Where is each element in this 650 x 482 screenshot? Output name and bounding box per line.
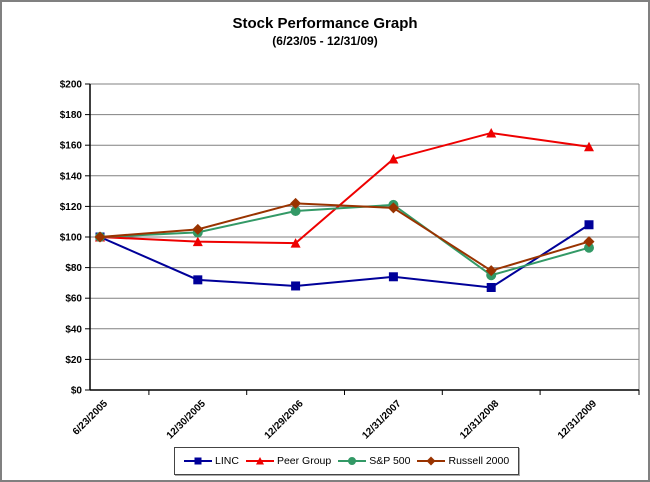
square-marker: [193, 275, 203, 285]
square-marker: [584, 220, 594, 230]
square-marker: [486, 282, 496, 292]
y-tick-label: $100: [60, 233, 83, 244]
legend-item-russell-2000: Russell 2000: [417, 455, 509, 467]
y-tick-label: $140: [60, 171, 83, 182]
y-tick-label: $40: [65, 324, 82, 335]
diamond-marker: [290, 197, 302, 209]
legend-item-linc: LINC: [184, 455, 239, 467]
diamond-marker: [426, 456, 436, 466]
series-russell-2000: [94, 197, 595, 277]
performance-chart: $0 $20 $40 $60 $80 $100 $120 $140 $160 $180 $200 6/…: [60, 80, 640, 442]
triangle-marker: [192, 236, 203, 247]
legend-label: LINC: [215, 455, 239, 467]
chart-subtitle: (6/23/05 - 12/31/09): [272, 34, 378, 48]
x-tick-label: 6/23/2005: [71, 398, 111, 438]
triangle-marker: [290, 238, 301, 248]
y-tick-label: $160: [60, 141, 83, 152]
square-marker: [291, 281, 301, 291]
square-marker: [388, 272, 398, 282]
y-tick-label: $120: [60, 202, 83, 213]
legend-label: Peer Group: [276, 455, 332, 467]
diamond-marker: [192, 223, 204, 235]
square-legend-icon: [184, 457, 212, 465]
x-tick-label: 12/30/2005: [165, 398, 208, 441]
legend: LINC Peer Group S&P 500 Russell 2000: [174, 447, 520, 475]
triangle-legend-icon: [245, 457, 274, 465]
triangle-marker: [388, 153, 399, 164]
legend-label: S&P 500: [369, 455, 411, 467]
legend-label: Russell 2000: [448, 455, 510, 467]
y-tick-label: $20: [65, 355, 82, 366]
chart-title: Stock Performance Graph: [232, 15, 418, 32]
diamond-legend-icon: [417, 456, 446, 466]
series-peer-group: [95, 127, 594, 248]
square-marker: [194, 457, 202, 465]
y-tick-label: $60: [65, 294, 82, 305]
diamond-marker: [485, 265, 497, 277]
diamond-marker: [387, 202, 399, 214]
x-tick-label: 12/31/2008: [458, 398, 501, 441]
legend-item-s-p-500: S&P 500: [338, 455, 410, 467]
y-tick-label: $80: [65, 263, 82, 274]
x-tick-label: 12/31/2007: [360, 398, 403, 441]
circle-legend-icon: [338, 457, 367, 465]
triangle-marker: [584, 141, 594, 152]
y-tick-label: $180: [60, 110, 83, 121]
x-tick-label: 12/29/2006: [263, 398, 306, 441]
triangle-marker: [486, 127, 497, 138]
diamond-marker: [94, 231, 106, 243]
y-tick-label: $200: [60, 80, 83, 91]
circle-marker: [348, 457, 357, 465]
diamond-marker: [583, 236, 595, 248]
triangle-marker: [255, 457, 264, 465]
x-tick-label: 12/31/2009: [556, 398, 599, 441]
y-tick-label: $0: [71, 386, 83, 397]
legend-item-peer-group: Peer Group: [245, 455, 332, 467]
